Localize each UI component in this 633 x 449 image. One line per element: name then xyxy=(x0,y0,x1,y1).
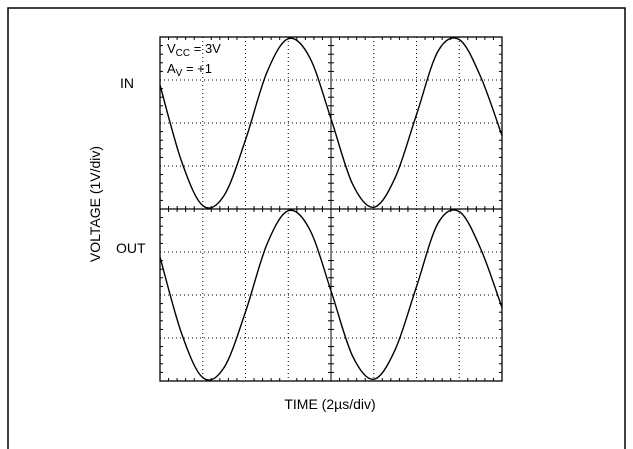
out-trace-label: OUT xyxy=(116,240,146,256)
vcc-annotation: VCC = 3V xyxy=(167,41,221,59)
in-trace-label: IN xyxy=(120,75,134,91)
gain-annotation: AV = +1 xyxy=(167,61,212,79)
x-axis-label: TIME (2µs/div) xyxy=(284,396,376,412)
y-axis-label: VOLTAGE (1V/div) xyxy=(87,145,103,263)
trace-in xyxy=(159,37,503,209)
trace-out xyxy=(159,209,503,381)
